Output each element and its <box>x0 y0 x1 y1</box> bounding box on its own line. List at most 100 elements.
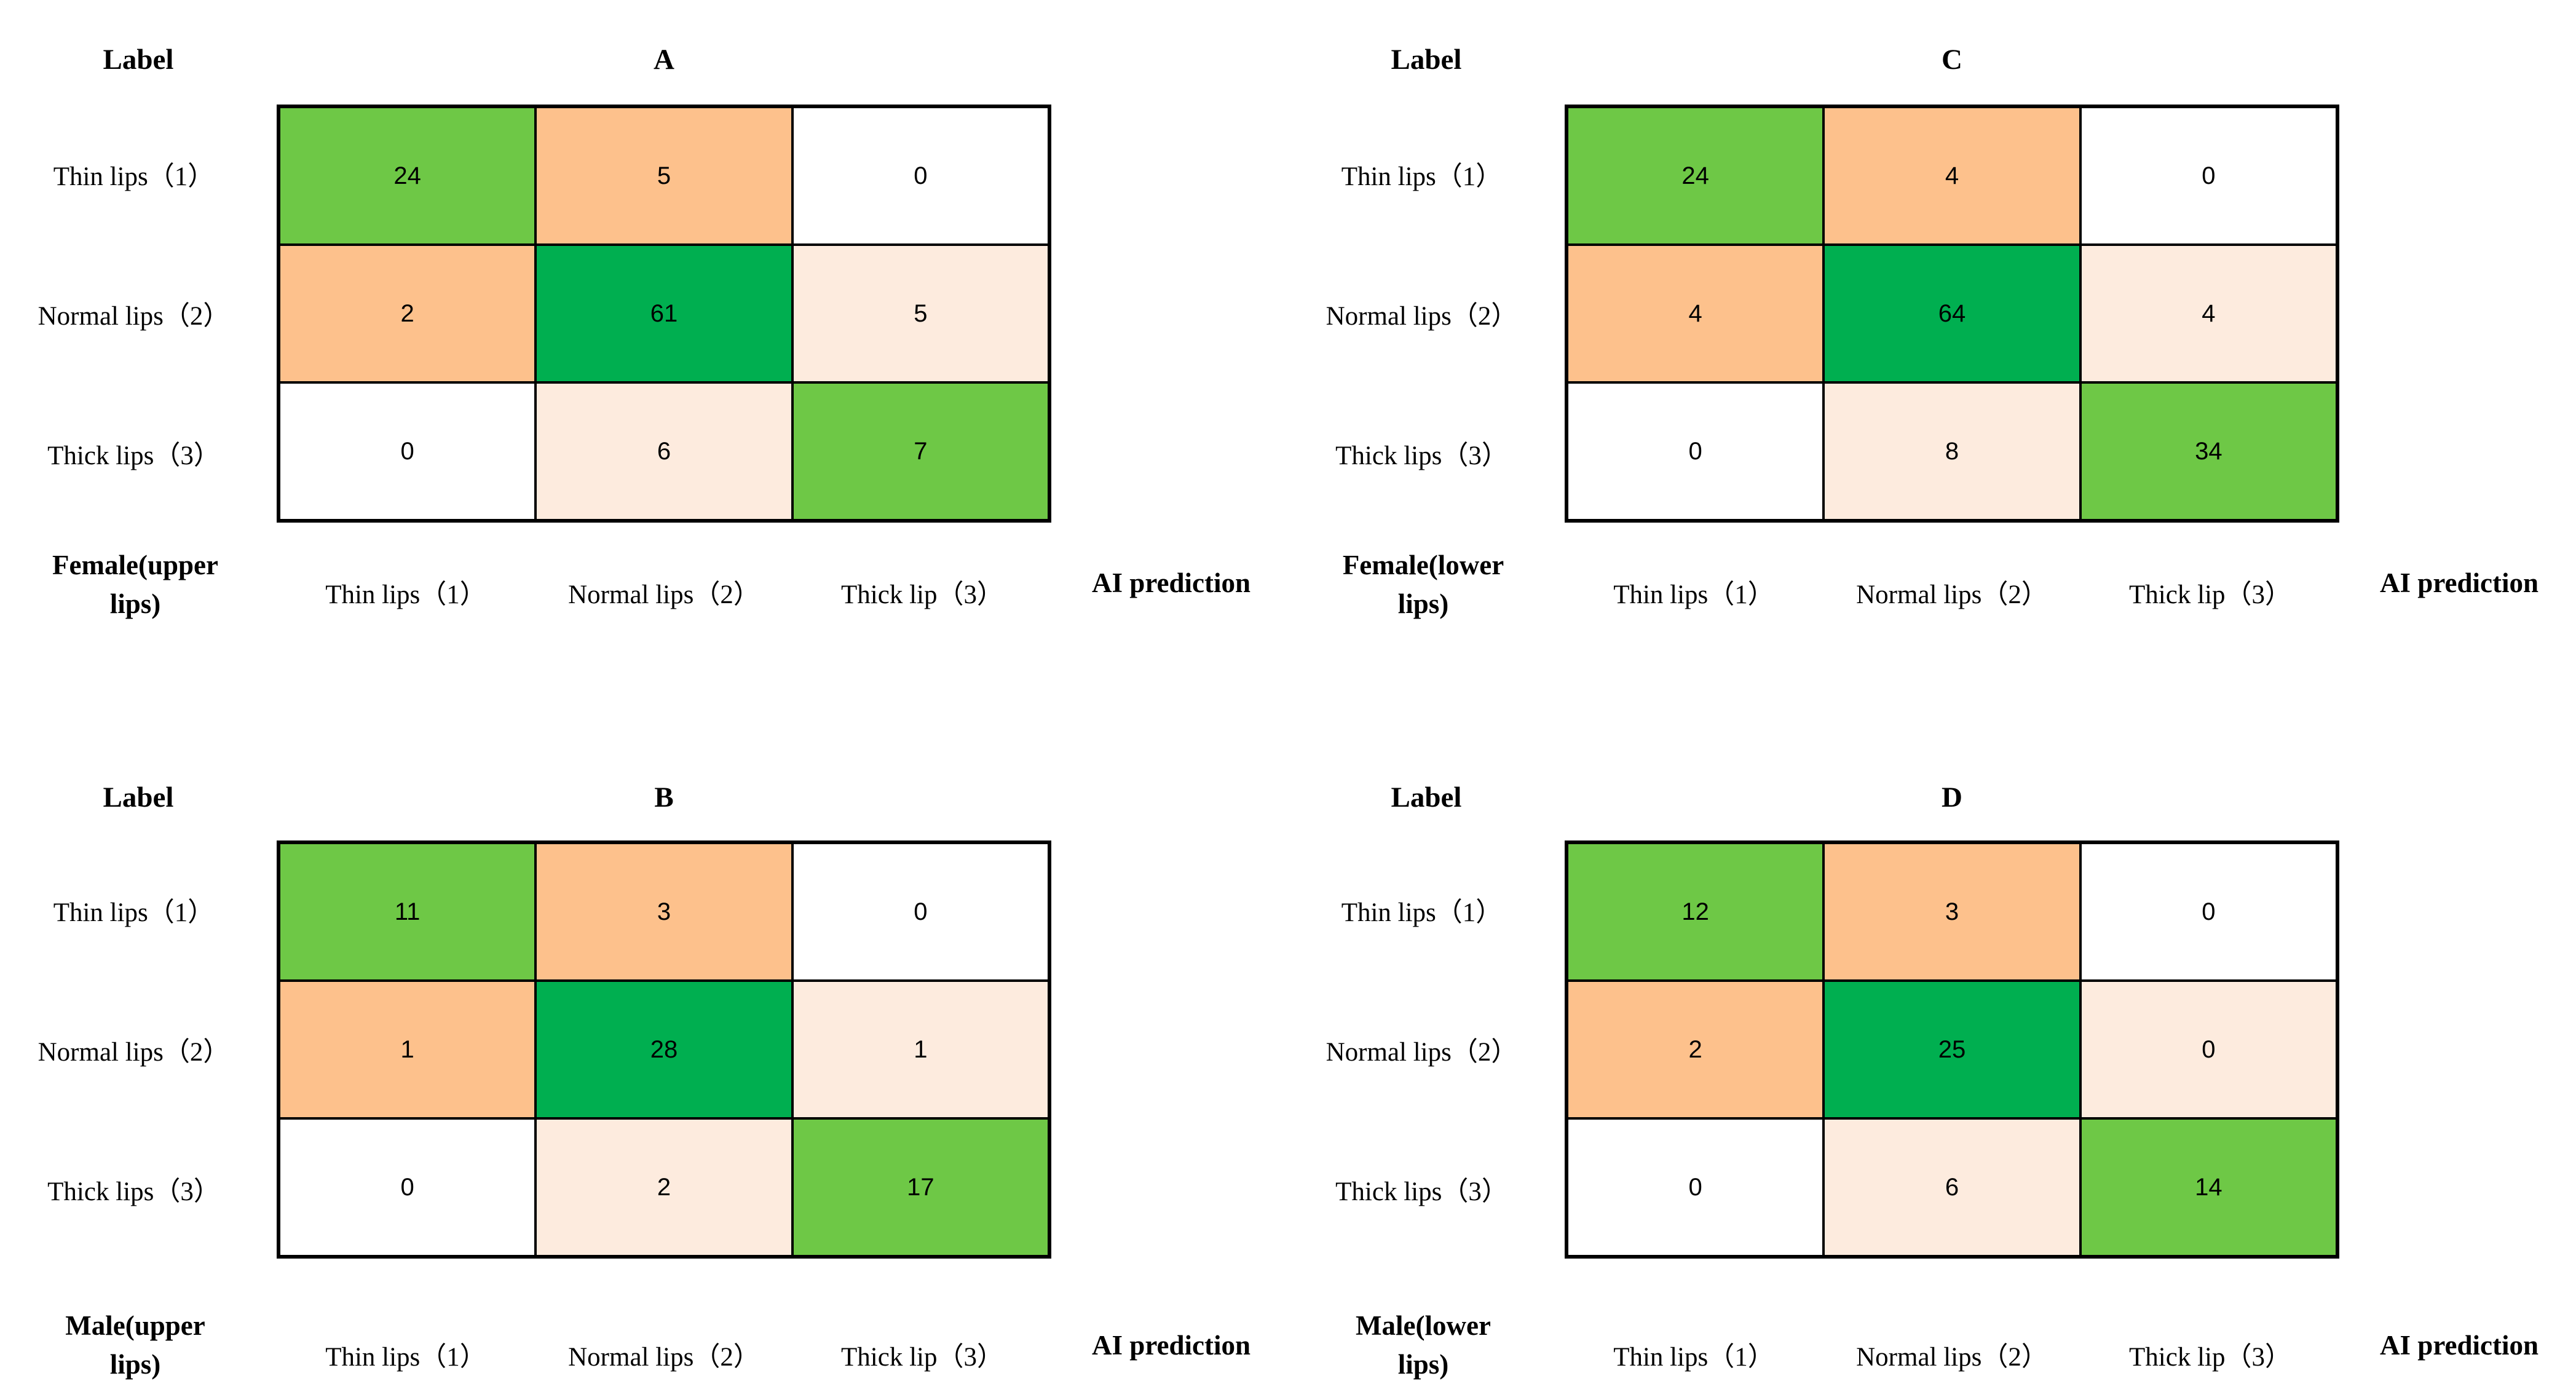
y-axis-title: Label <box>103 781 174 813</box>
row-label-normal: Normal lips（2） <box>1326 1038 1518 1067</box>
matrix-cell: 24 <box>1567 107 1824 245</box>
col-label-thin: Thin lips（1） <box>1613 1343 1774 1372</box>
col-label-thin: Thin lips（1） <box>325 1343 486 1372</box>
row-labels: Thin lips（1） Normal lips（2） Thick lips（3… <box>0 840 267 1259</box>
group-label-line1: Male(lower <box>1356 1310 1491 1341</box>
col-labels: Thin lips（1） Normal lips（2） Thick lip（3） <box>1565 573 2339 611</box>
confusion-matrix-a: 24 5 0 2 61 5 0 6 7 <box>277 105 1051 523</box>
group-label-line1: Male(upper <box>65 1310 205 1341</box>
matrix-cell: 6 <box>535 382 792 520</box>
matrix-cell: 0 <box>792 843 1049 981</box>
panel-letter-b: B <box>654 781 674 813</box>
group-label-male-lower: Male(lower lips) <box>1294 1307 1552 1384</box>
matrix-cell: 25 <box>1823 981 2080 1118</box>
row-label-normal: Normal lips（2） <box>38 302 230 331</box>
col-label-normal: Normal lips（2） <box>568 580 760 609</box>
col-label-thick: Thick lip（3） <box>2129 580 2291 609</box>
matrix-cell: 24 <box>279 107 536 245</box>
panel-letter-a: A <box>654 44 674 76</box>
col-labels: Thin lips（1） Normal lips（2） Thick lip（3） <box>277 573 1051 611</box>
row-label-thick: Thick lips（3） <box>47 1177 220 1206</box>
matrix-cell: 4 <box>1823 107 2080 245</box>
row-label-thin: Thin lips（1） <box>1341 162 1503 192</box>
matrix-cell: 0 <box>2080 981 2337 1118</box>
row-labels: Thin lips（1） Normal lips（2） Thick lips（3… <box>1288 840 1555 1259</box>
x-axis-title: AI prediction <box>1092 567 1250 598</box>
group-label-line2: lips) <box>1397 588 1449 619</box>
col-label-normal: Normal lips（2） <box>568 1343 760 1372</box>
panel-letter-c: C <box>1942 44 1962 76</box>
panel-letter-d: D <box>1942 781 1962 813</box>
panel-a: Label A Thin lips（1） Normal lips（2） Thic… <box>0 0 1288 696</box>
col-label-normal: Normal lips（2） <box>1856 580 2048 609</box>
matrix-cell: 0 <box>279 382 536 520</box>
matrix-cell: 1 <box>792 981 1049 1118</box>
y-axis-title: Label <box>103 44 174 76</box>
matrix-cell: 61 <box>535 245 792 382</box>
matrix-cell: 0 <box>279 1118 536 1256</box>
panel-c: Label C Thin lips（1） Normal lips（2） Thic… <box>1288 0 2576 696</box>
group-label-line1: Female(upper <box>52 550 218 580</box>
x-axis-title: AI prediction <box>1092 1330 1250 1361</box>
row-label-thick: Thick lips（3） <box>1335 1177 1508 1206</box>
row-label-thick: Thick lips（3） <box>47 441 220 470</box>
matrix-cell: 0 <box>1567 382 1824 520</box>
col-label-normal: Normal lips（2） <box>1856 1343 2048 1372</box>
group-label-line2: lips) <box>109 1349 161 1380</box>
group-label-line2: lips) <box>109 588 161 619</box>
row-labels: Thin lips（1） Normal lips（2） Thick lips（3… <box>0 105 267 523</box>
row-label-normal: Normal lips（2） <box>1326 302 1518 331</box>
row-labels: Thin lips（1） Normal lips（2） Thick lips（3… <box>1288 105 1555 523</box>
col-label-thick: Thick lip（3） <box>841 1343 1003 1372</box>
matrix-cell: 1 <box>279 981 536 1118</box>
matrix-cell: 17 <box>792 1118 1049 1256</box>
x-axis-title: AI prediction <box>2380 1330 2538 1361</box>
matrix-cell: 11 <box>279 843 536 981</box>
confusion-matrix-c: 24 4 0 4 64 4 0 8 34 <box>1565 105 2339 523</box>
panel-d: Label D Thin lips（1） Normal lips（2） Thic… <box>1288 696 2576 1392</box>
matrix-cell: 64 <box>1823 245 2080 382</box>
panel-b: Label B Thin lips（1） Normal lips（2） Thic… <box>0 696 1288 1392</box>
matrix-cell: 12 <box>1567 843 1824 981</box>
col-label-thick: Thick lip（3） <box>841 580 1003 609</box>
row-label-normal: Normal lips（2） <box>38 1038 230 1067</box>
col-label-thin: Thin lips（1） <box>1613 580 1774 609</box>
matrix-cell: 2 <box>535 1118 792 1256</box>
matrix-cell: 0 <box>2080 107 2337 245</box>
row-label-thin: Thin lips（1） <box>53 898 215 928</box>
col-label-thin: Thin lips（1） <box>325 580 486 609</box>
row-label-thick: Thick lips（3） <box>1335 441 1508 470</box>
y-axis-title: Label <box>1391 44 1462 76</box>
col-labels: Thin lips（1） Normal lips（2） Thick lip（3） <box>1565 1335 2339 1374</box>
matrix-cell: 2 <box>279 245 536 382</box>
row-label-thin: Thin lips（1） <box>1341 898 1503 928</box>
matrix-cell: 7 <box>792 382 1049 520</box>
confusion-matrix-d: 12 3 0 2 25 0 0 6 14 <box>1565 840 2339 1259</box>
matrix-cell: 4 <box>2080 245 2337 382</box>
confusion-matrix-b: 11 3 0 1 28 1 0 2 17 <box>277 840 1051 1259</box>
matrix-cell: 8 <box>1823 382 2080 520</box>
matrix-cell: 2 <box>1567 981 1824 1118</box>
col-label-thick: Thick lip（3） <box>2129 1343 2291 1372</box>
matrix-cell: 6 <box>1823 1118 2080 1256</box>
matrix-cell: 0 <box>2080 843 2337 981</box>
matrix-cell: 5 <box>792 245 1049 382</box>
matrix-cell: 3 <box>535 843 792 981</box>
matrix-cell: 5 <box>535 107 792 245</box>
group-label-line2: lips) <box>1397 1349 1449 1380</box>
col-labels: Thin lips（1） Normal lips（2） Thick lip（3） <box>277 1335 1051 1374</box>
group-label-line1: Female(lower <box>1342 550 1504 580</box>
x-axis-title: AI prediction <box>2380 567 2538 598</box>
row-label-thin: Thin lips（1） <box>53 162 215 192</box>
group-label-male-upper: Male(upper lips) <box>6 1307 264 1384</box>
matrix-cell: 4 <box>1567 245 1824 382</box>
matrix-cell: 28 <box>535 981 792 1118</box>
group-label-female-upper: Female(upper lips) <box>6 546 264 623</box>
matrix-cell: 0 <box>792 107 1049 245</box>
y-axis-title: Label <box>1391 781 1462 813</box>
matrix-cell: 14 <box>2080 1118 2337 1256</box>
matrix-cell: 34 <box>2080 382 2337 520</box>
group-label-female-lower: Female(lower lips) <box>1294 546 1552 623</box>
matrix-cell: 0 <box>1567 1118 1824 1256</box>
